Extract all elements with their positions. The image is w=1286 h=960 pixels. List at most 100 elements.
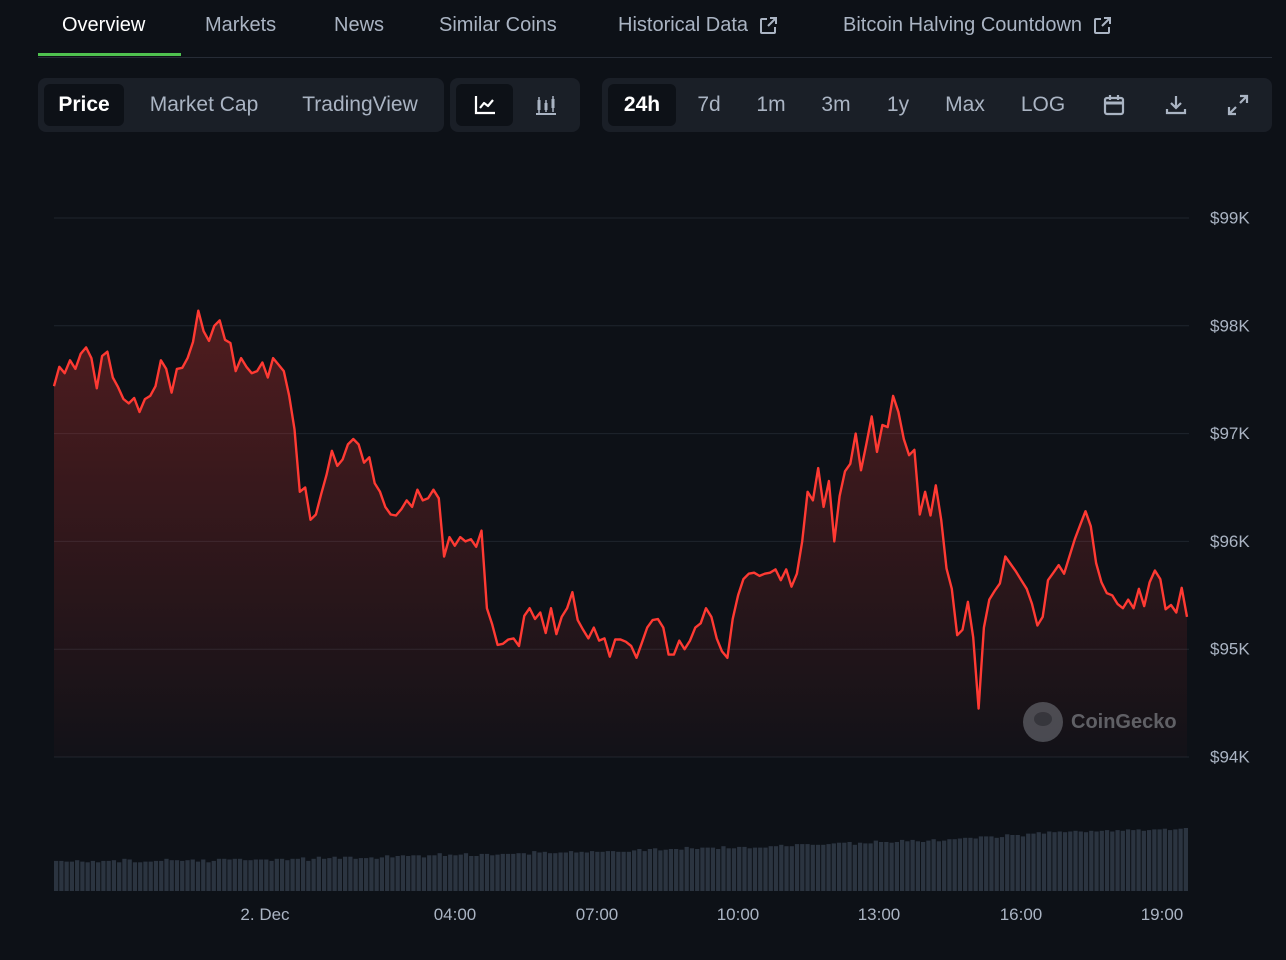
fullscreen-button[interactable] [1214, 84, 1262, 126]
volume-bar [111, 860, 117, 891]
date-range-button[interactable] [1090, 84, 1138, 126]
volume-bar [584, 852, 589, 891]
log-scale-button[interactable]: LOG [1020, 93, 1066, 116]
volume-bar [653, 848, 658, 891]
volume-bar [169, 860, 174, 891]
volume-bar [668, 849, 674, 891]
volume-bar [164, 858, 169, 891]
volume-bar [1157, 829, 1162, 891]
tab-label: Historical Data [618, 14, 749, 36]
external-link-icon [1094, 16, 1112, 34]
volume-bar [421, 857, 427, 891]
watermark-text: CoinGecko [1071, 710, 1177, 733]
tab-markets[interactable]: Markets [205, 14, 276, 37]
volume-bar [758, 847, 763, 891]
volume-bar [490, 855, 495, 891]
range-3m-button[interactable]: 3m [821, 93, 851, 116]
range-max-button[interactable]: Max [945, 93, 985, 116]
line-chart-button[interactable] [456, 84, 513, 126]
volume-bar [190, 859, 195, 891]
volume-bar [122, 858, 127, 891]
volume-bar [458, 854, 463, 891]
tab-historical-data[interactable]: Historical Data [618, 14, 778, 37]
volume-bar [80, 861, 85, 891]
volume-bar [253, 859, 258, 891]
candlestick-chart-button[interactable] [518, 84, 574, 126]
volume-bar [553, 853, 558, 891]
tradingview-button[interactable]: TradingView [302, 93, 418, 116]
volume-bar [884, 842, 889, 891]
volume-bar [710, 847, 716, 891]
tab-bitcoin-halving-countdown[interactable]: Bitcoin Halving Countdown [843, 14, 1112, 37]
download-button[interactable] [1152, 84, 1200, 126]
volume-bar [721, 846, 726, 891]
volume-bar [737, 846, 742, 891]
volume-bars [54, 828, 1188, 891]
tab-overview[interactable]: Overview [62, 14, 145, 37]
watermark: CoinGecko [1023, 702, 1177, 742]
volume-bar [968, 837, 973, 891]
volume-bar [1068, 831, 1073, 891]
tab-similar-coins[interactable]: Similar Coins [439, 14, 557, 37]
volume-bar [279, 858, 285, 891]
volume-bar [1041, 833, 1047, 891]
volume-bar [926, 840, 931, 891]
volume-bar [511, 853, 516, 891]
volume-bar [863, 843, 868, 891]
volume-bar [143, 861, 148, 891]
volume-bar [59, 860, 64, 891]
volume-bar [773, 846, 779, 891]
volume-bar [931, 839, 936, 891]
volume-bar [521, 853, 526, 891]
volume-bar [437, 853, 442, 891]
volume-bar [915, 841, 921, 891]
volume-bar [358, 858, 364, 891]
volume-bar [626, 851, 631, 891]
price-button[interactable]: Price [44, 84, 124, 126]
volume-bar [1120, 830, 1125, 891]
volume-bar [379, 857, 385, 891]
volume-bar [285, 860, 290, 891]
volume-bar [1020, 836, 1026, 891]
volume-bar [910, 839, 915, 891]
volume-bar [1099, 830, 1104, 891]
volume-bar [894, 842, 899, 891]
volume-bar [589, 851, 595, 891]
y-tick-label: $96K [1210, 532, 1250, 551]
volume-bar [1052, 832, 1057, 891]
volume-bar [101, 860, 106, 891]
price-line [52, 309, 1189, 710]
volume-bar [1010, 835, 1015, 891]
volume-bar [85, 862, 90, 891]
volume-bar [353, 858, 358, 891]
market-cap-button[interactable]: Market Cap [149, 93, 259, 116]
chart-type-toggle [450, 78, 580, 132]
volume-bar [453, 855, 458, 891]
range-24h-button[interactable]: 24h [608, 84, 676, 126]
volume-bar [348, 856, 353, 891]
volume-bar [69, 861, 75, 891]
volume-bar [1178, 828, 1183, 891]
volume-bar [343, 856, 348, 891]
range-1y-button[interactable]: 1y [886, 93, 910, 116]
volume-bar [1183, 828, 1188, 891]
volume-bar [206, 862, 211, 891]
volume-bar [1036, 832, 1041, 891]
volume-bar [689, 848, 695, 891]
volume-bar [999, 837, 1005, 891]
volume-bar [474, 856, 479, 891]
tab-news[interactable]: News [334, 14, 384, 37]
range-7d-button[interactable]: 7d [697, 93, 721, 116]
volume-bar [153, 860, 159, 891]
volume-bar [558, 852, 563, 891]
volume-bar [1015, 835, 1020, 891]
volume-bar [1131, 830, 1136, 891]
volume-bar [900, 839, 905, 891]
range-1m-button[interactable]: 1m [756, 93, 786, 116]
volume-bar [826, 844, 831, 891]
volume-bar [973, 838, 978, 891]
volume-bar [448, 854, 453, 891]
volume-bar [295, 858, 300, 891]
volume-bar [463, 853, 469, 891]
